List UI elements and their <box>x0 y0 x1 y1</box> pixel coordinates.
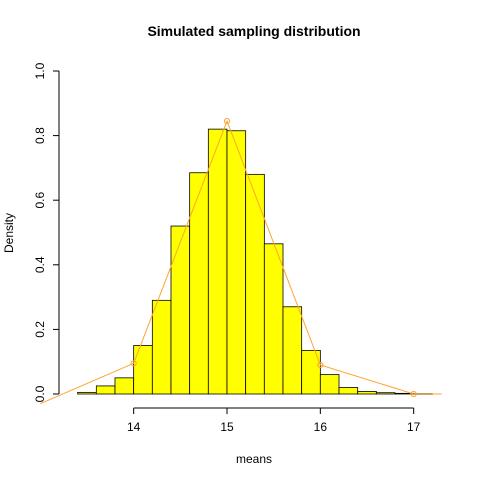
x-axis-label: means <box>236 452 272 466</box>
y-tick-label: 0.4 <box>33 256 47 273</box>
histogram-bar <box>114 377 135 395</box>
chart-title: Simulated sampling distribution <box>147 23 360 39</box>
x-tick-label: 15 <box>220 420 234 434</box>
histogram-bar <box>263 243 284 395</box>
overlay-point <box>410 390 417 398</box>
histogram-bar <box>226 130 247 395</box>
histogram-bar <box>357 391 377 395</box>
y-tick-label: 1.0 <box>33 62 47 79</box>
x-tick-label: 17 <box>407 420 421 434</box>
histogram-bar <box>95 385 116 395</box>
histogram-bar <box>133 345 153 395</box>
overlay-point <box>130 360 137 367</box>
x-tick-label: 14 <box>127 420 141 434</box>
histogram-bar <box>207 128 228 395</box>
histogram-bar <box>282 306 303 395</box>
histogram-bar <box>301 349 321 395</box>
y-axis: 0.0 0.2 0.4 0.6 0.8 1.0 <box>33 62 60 402</box>
overlay-series <box>40 117 442 405</box>
y-tick-label: 0.2 <box>33 321 47 338</box>
histogram-bar <box>189 172 209 395</box>
histogram-bar <box>77 391 97 395</box>
histogram-bar <box>338 387 359 395</box>
histogram-bars <box>77 128 433 395</box>
overlay-point <box>317 361 324 369</box>
y-axis-label: Density <box>2 213 16 253</box>
histogram-bar <box>170 225 191 395</box>
histogram-bar <box>319 374 340 395</box>
y-tick-label: 0.8 <box>33 127 47 144</box>
overlay-line <box>40 119 442 405</box>
histogram-bar <box>375 392 396 395</box>
y-tick-label: 0.6 <box>33 192 47 209</box>
x-tick-label: 16 <box>314 420 328 434</box>
y-tick-label: 0.0 <box>33 385 47 402</box>
x-axis: 14 15 16 17 <box>127 407 421 434</box>
overlay-point <box>223 117 231 125</box>
histogram-bar <box>245 173 265 395</box>
histogram-bar <box>151 299 172 395</box>
